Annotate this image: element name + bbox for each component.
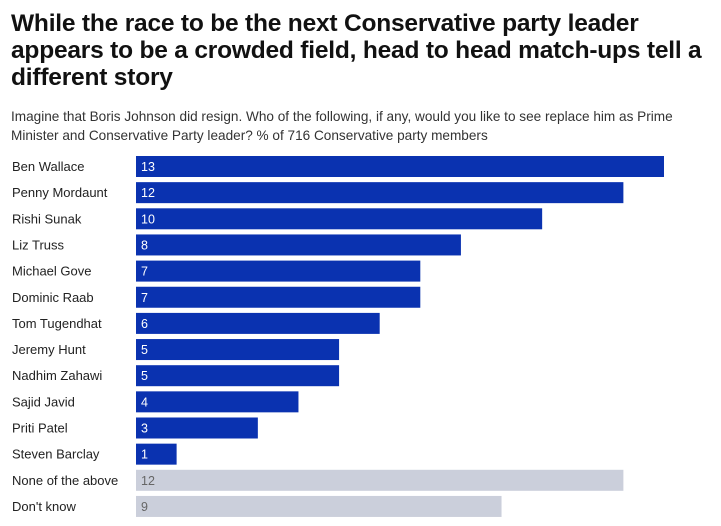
value-label-don-t-know: 9 <box>141 500 148 514</box>
category-label-steven-barclay: Steven Barclay <box>12 447 100 462</box>
bar-rishi-sunak <box>136 208 543 230</box>
value-label-tom-tugendhat: 6 <box>141 317 148 331</box>
bar-penny-mordaunt <box>136 182 624 204</box>
bar-sajid-javid <box>136 391 299 413</box>
value-label-michael-gove: 7 <box>141 265 148 279</box>
value-label-sajid-javid: 4 <box>141 395 148 409</box>
bar-jeremy-hunt <box>136 339 340 361</box>
value-label-jeremy-hunt: 5 <box>141 343 148 357</box>
value-label-dominic-raab: 7 <box>141 291 148 305</box>
category-label-ben-wallace: Ben Wallace <box>12 159 85 174</box>
category-label-rishi-sunak: Rishi Sunak <box>12 211 82 226</box>
value-label-penny-mordaunt: 12 <box>141 186 155 200</box>
category-label-nadhim-zahawi: Nadhim Zahawi <box>12 368 102 383</box>
value-label-steven-barclay: 1 <box>141 448 148 462</box>
value-label-priti-patel: 3 <box>141 422 148 436</box>
category-label-priti-patel: Priti Patel <box>12 421 68 436</box>
bar-don-t-know <box>136 495 502 517</box>
value-label-ben-wallace: 13 <box>141 160 155 174</box>
bar-dominic-raab <box>136 286 421 308</box>
bar-tom-tugendhat <box>136 312 380 334</box>
category-label-liz-truss: Liz Truss <box>12 237 65 252</box>
category-label-sajid-javid: Sajid Javid <box>12 394 75 409</box>
category-label-jeremy-hunt: Jeremy Hunt <box>12 342 86 357</box>
value-label-none-of-the-above: 12 <box>141 474 155 488</box>
bar-none-of-the-above <box>136 469 624 491</box>
value-label-rishi-sunak: 10 <box>141 212 155 226</box>
bar-michael-gove <box>136 260 421 282</box>
bar-priti-patel <box>136 417 258 439</box>
chart-subtitle: Imagine that Boris Johnson did resign. W… <box>11 109 673 143</box>
bar-steven-barclay <box>136 443 177 465</box>
value-label-nadhim-zahawi: 5 <box>141 369 148 383</box>
category-label-none-of-the-above: None of the above <box>12 473 118 488</box>
bar-liz-truss <box>136 234 461 256</box>
category-label-penny-mordaunt: Penny Mordaunt <box>12 185 108 200</box>
category-label-michael-gove: Michael Gove <box>12 264 91 279</box>
bar-nadhim-zahawi <box>136 365 340 387</box>
value-label-liz-truss: 8 <box>141 238 148 252</box>
category-label-dominic-raab: Dominic Raab <box>12 290 94 305</box>
category-label-tom-tugendhat: Tom Tugendhat <box>12 316 102 331</box>
chart-title: While the race to be the next Conservati… <box>11 10 702 91</box>
category-label-don-t-know: Don't know <box>12 499 77 514</box>
bar-ben-wallace <box>136 156 664 177</box>
